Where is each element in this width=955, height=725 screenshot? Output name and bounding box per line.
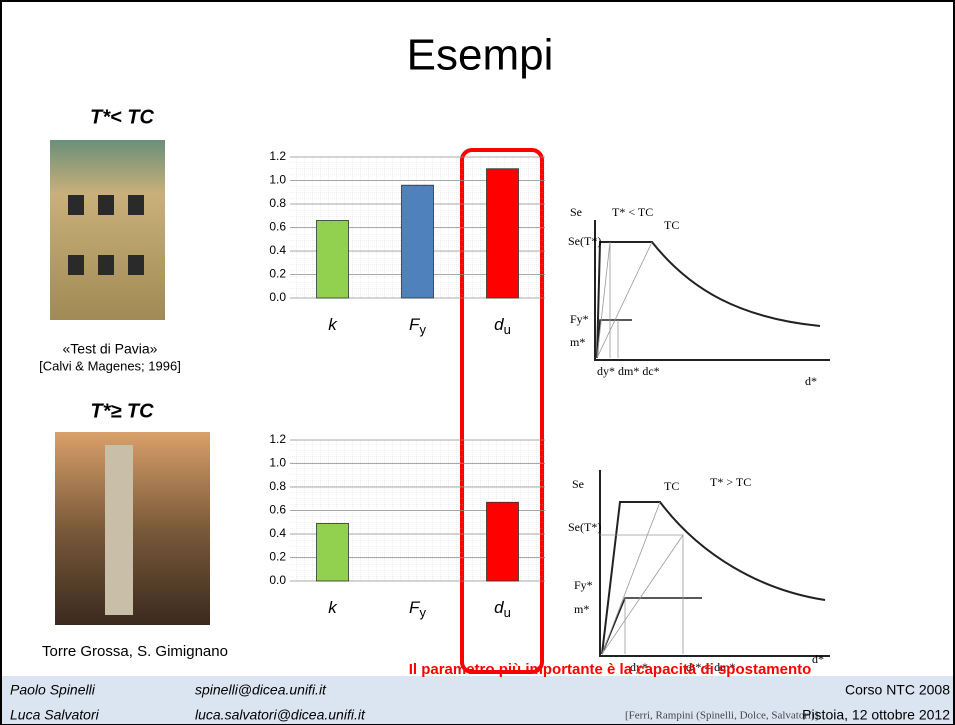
diagram-label: Se — [572, 477, 584, 491]
photo — [50, 140, 165, 320]
category-text: d — [494, 598, 504, 617]
bar — [486, 168, 519, 299]
case-label: T*≥ TC — [90, 400, 154, 422]
y-tick-label: 1.2 — [269, 149, 286, 163]
y-tick-label: 0.0 — [269, 290, 286, 304]
email: luca.salvatori@dicea.unifi.it — [195, 707, 366, 723]
bar — [316, 220, 349, 299]
place: Pistoia, 12 ottobre 2012 — [802, 707, 950, 723]
y-tick-label: 0.8 — [269, 196, 286, 210]
x-tick-label: du — [494, 598, 511, 620]
case-label: T*< TC — [90, 106, 154, 128]
highlight-box — [460, 148, 544, 674]
y-tick-label: 0.8 — [269, 479, 286, 493]
spectrum-diagram — [599, 470, 830, 657]
caption: [Calvi & Magenes; 1996] — [39, 358, 181, 373]
spectrum-diagram — [594, 220, 830, 361]
photo-detail — [68, 195, 144, 275]
y-tick-label: 0.6 — [269, 220, 286, 234]
category-text: F — [409, 598, 421, 617]
diagram-label: Se(T*) — [568, 520, 601, 534]
bar — [316, 523, 349, 582]
diagram-label: m* — [570, 335, 585, 349]
highlight-text: Il parametro più importante è la capacit… — [409, 661, 812, 678]
x-tick-label: Fy — [409, 598, 426, 620]
source: [Ferri, Rampini (Spinelli, Dolce, Salvat… — [625, 710, 818, 722]
y-tick-label: 0.6 — [269, 503, 286, 517]
x-tick-label: du — [494, 315, 511, 337]
diagram-label: d* — [805, 374, 817, 388]
diagram-label: Se(T*) — [568, 234, 601, 248]
slide-title: Esempi — [407, 31, 554, 80]
diagram-label: TC — [664, 479, 679, 493]
x-tick-label: Fy — [409, 315, 426, 337]
diagram-labels: Se T* < TC TC Se(T*) Fy* m* dy* dm* dc* d* Se TC T… — [568, 205, 824, 674]
diagram-label: dy* — [630, 660, 648, 674]
diagram-label: TC — [664, 218, 679, 232]
diagram-label: Fy* — [570, 312, 589, 326]
diagram-label: d* — [812, 652, 824, 666]
photo-detail — [105, 445, 133, 615]
y-tick-label: 0.2 — [269, 267, 286, 281]
diagram-label: dt* = dm* — [686, 660, 735, 674]
diagram-label: T* < TC — [612, 205, 653, 219]
diagram-label: dy* dm* dc* — [597, 364, 660, 378]
diagram-label: Fy* — [574, 578, 593, 592]
footer-band — [2, 676, 953, 724]
caption: Torre Grossa, S. Gimignano — [42, 643, 228, 660]
diagram-label: T* > TC — [710, 475, 751, 489]
author: Luca Salvatori — [10, 707, 100, 723]
category-text: k — [328, 598, 338, 617]
category-subscript: y — [419, 322, 426, 337]
y-tick-label: 0.0 — [269, 573, 286, 587]
y-tick-label: 0.4 — [269, 526, 286, 540]
category-subscript: u — [504, 322, 511, 337]
bar — [401, 184, 434, 299]
course: Corso NTC 2008 — [845, 682, 950, 698]
y-tick-label: 1.0 — [269, 456, 286, 470]
category-text: F — [409, 315, 421, 334]
category-text: k — [328, 315, 338, 334]
caption: «Test di Pavia» — [63, 341, 158, 357]
diagram-label: m* — [574, 602, 589, 616]
diagram-label: Se — [570, 205, 582, 219]
author: Paolo Spinelli — [10, 682, 96, 698]
x-tick-label: k — [328, 598, 338, 617]
category-subscript: y — [419, 605, 426, 620]
bar — [486, 501, 519, 582]
category-text: d — [494, 315, 504, 334]
email: spinelli@dicea.unifi.it — [195, 682, 327, 698]
y-tick-label: 1.0 — [269, 173, 286, 187]
y-tick-label: 0.2 — [269, 550, 286, 564]
y-tick-label: 1.2 — [269, 432, 286, 446]
category-subscript: u — [504, 605, 511, 620]
y-tick-label: 0.4 — [269, 243, 286, 257]
x-tick-label: k — [328, 315, 338, 334]
